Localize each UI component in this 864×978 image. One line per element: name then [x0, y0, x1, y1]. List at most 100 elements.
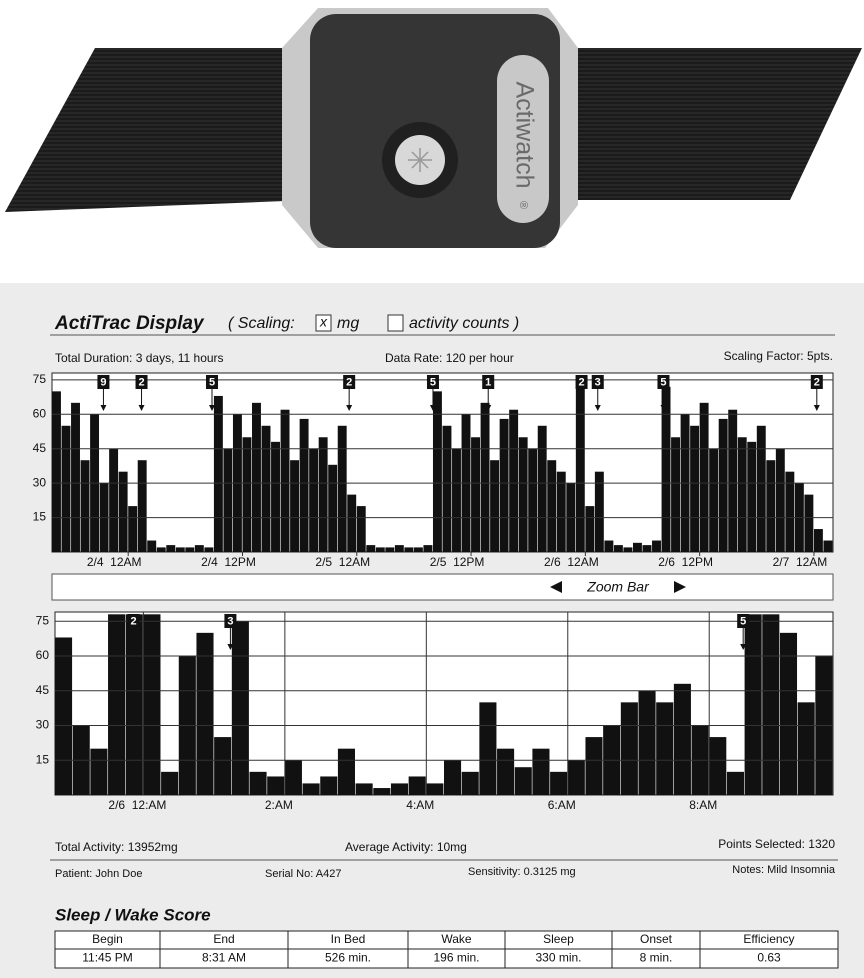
activity-bar [444, 760, 461, 795]
activity-bar [138, 460, 147, 552]
activity-bar [509, 410, 518, 552]
y-tick-label: 60 [33, 406, 47, 420]
table-header: In Bed [331, 932, 366, 946]
y-tick-label: 30 [33, 475, 47, 489]
marker-label: 2 [130, 615, 136, 627]
x-tick-label: 2/6 12:AM [108, 798, 166, 812]
activity-bar [204, 547, 213, 552]
activity-bar [747, 442, 756, 552]
activity-bar [252, 403, 261, 552]
activity-bar [785, 472, 794, 552]
activity-bar [338, 426, 347, 552]
activity-bar [232, 621, 249, 795]
table-cell: 196 min. [433, 951, 479, 965]
activity-bar [671, 437, 680, 552]
screenshot: Actiwatch ® ActiTrac Display ( Scaling: … [0, 0, 864, 978]
activity-bar [395, 545, 404, 552]
y-tick-label: 45 [33, 441, 47, 455]
activity-bar [547, 460, 556, 552]
x-tick-label: 2/4 12AM [87, 555, 142, 569]
marker-label: 2 [814, 376, 820, 388]
marker-label: 5 [430, 376, 436, 388]
activity-bar [621, 702, 638, 795]
activity-bar [290, 460, 299, 552]
marker-label: 5 [660, 376, 666, 388]
activity-bar [161, 772, 178, 795]
x-tick-label: 2/5 12AM [315, 555, 370, 569]
y-tick-label: 15 [36, 752, 50, 766]
activity-bar [52, 391, 61, 552]
data-rate: Data Rate: 120 per hour [385, 351, 514, 365]
activity-bar [814, 529, 823, 552]
activity-bar [166, 545, 175, 552]
scaling-options: xmgactivity counts ) [316, 314, 519, 333]
score-table: Begin11:45 PMEnd8:31 AMIn Bed526 min.Wak… [55, 931, 838, 968]
activity-bar [426, 783, 443, 795]
activity-bar [423, 545, 432, 552]
activity-bar [623, 547, 632, 552]
x-tick-label: 2/4 12PM [201, 555, 256, 569]
y-tick-label: 15 [33, 510, 47, 524]
activity-bar [62, 426, 71, 552]
points-selected: Points Selected: 1320 [718, 837, 835, 851]
activity-bar [71, 403, 80, 552]
activity-bar [443, 426, 452, 552]
activity-bar [376, 547, 385, 552]
y-tick-label: 30 [36, 718, 50, 732]
table-cell: 526 min. [325, 951, 371, 965]
scaling: ( Scaling: [228, 315, 295, 332]
activity-bar [373, 788, 390, 795]
activity-bar [595, 472, 604, 552]
activity-bar [281, 410, 290, 552]
activity-bar [757, 426, 766, 552]
checkbox [388, 315, 403, 331]
activity-bar [568, 760, 585, 795]
activity-bar [462, 772, 479, 795]
table-cell: 0.63 [757, 951, 781, 965]
activity-bar [479, 702, 496, 795]
activity-bar [528, 449, 537, 552]
activity-bar [109, 449, 118, 552]
activity-bar [804, 495, 813, 552]
activity-bar [738, 437, 747, 552]
activity-bar [128, 506, 137, 552]
x-tick-label: 2/6 12AM [544, 555, 599, 569]
activity-bar [55, 637, 72, 795]
page: { "device": {"logo": "Actiwatch", "regis… [0, 0, 864, 978]
activity-bar [557, 472, 566, 552]
y-tick-label: 45 [36, 683, 50, 697]
activity-bar [126, 614, 143, 795]
table-cell: 11:45 PM [82, 951, 132, 965]
activity-bar [271, 442, 280, 552]
activity-bar [585, 737, 602, 795]
activity-bar [90, 749, 107, 795]
marker-label: 5 [209, 376, 215, 388]
sensitivity: Sensitivity: 0.3125 mg [468, 866, 576, 878]
marker-label: 3 [227, 615, 233, 627]
activity-bar [303, 783, 320, 795]
activity-bar [414, 547, 423, 552]
activity-bar [285, 760, 302, 795]
activity-bar [157, 547, 166, 552]
option-label: activity counts ) [409, 315, 519, 332]
device-photo: Actiwatch ® [5, 8, 862, 248]
marker-label: 9 [100, 376, 106, 388]
y-tick-label: 75 [33, 372, 47, 386]
activity-bar [391, 783, 408, 795]
x-tick-label: 2:AM [265, 798, 293, 812]
activity-bar [328, 465, 337, 552]
activity-bar [500, 419, 509, 552]
strap-right [558, 48, 862, 200]
activity-bar [727, 772, 744, 795]
zoom-bar[interactable] [52, 574, 833, 600]
table-header: Sleep [543, 932, 574, 946]
patient: Patient: John Doe [55, 868, 142, 880]
activity-bar [471, 437, 480, 552]
scaling-factor: Scaling Factor: 5pts. [724, 349, 833, 363]
activity-bar [823, 541, 832, 552]
activity-bar [745, 614, 762, 795]
marker-label: 2 [346, 376, 352, 388]
y-tick-label: 75 [36, 613, 50, 627]
marker-label: 3 [595, 376, 601, 388]
activity-bar [223, 449, 232, 552]
